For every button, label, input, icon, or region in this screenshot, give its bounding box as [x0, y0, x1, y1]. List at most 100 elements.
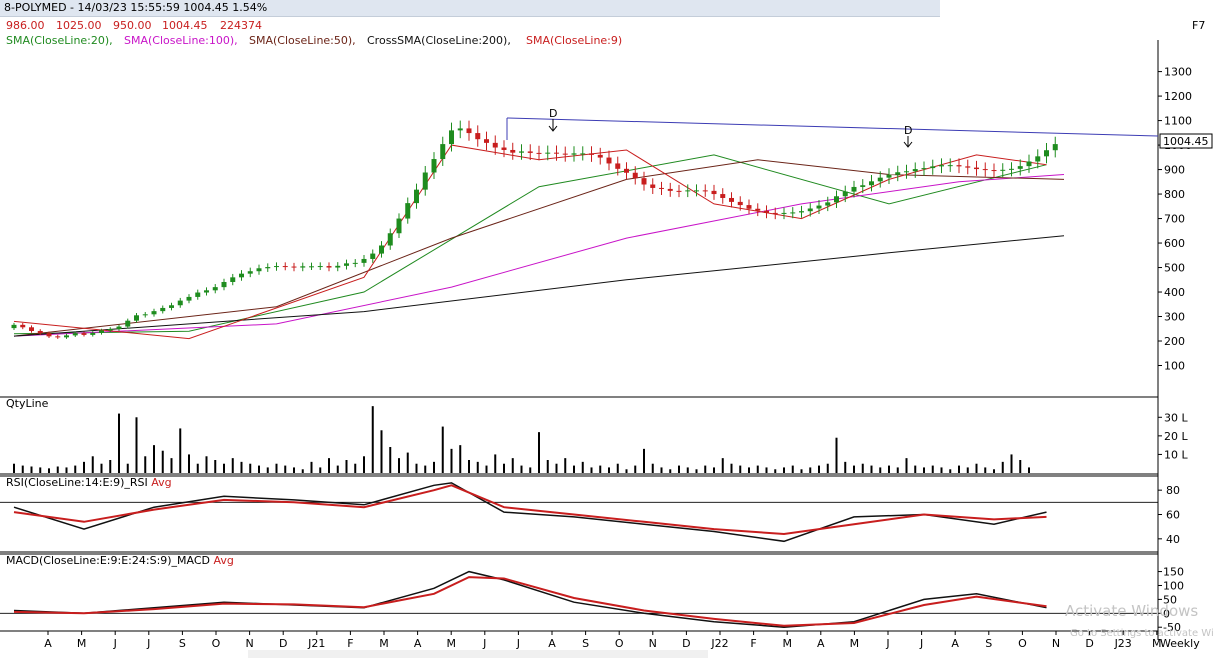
price-tick-label: 1100: [1164, 115, 1192, 128]
candle-body: [877, 177, 883, 182]
qty-bar: [625, 469, 628, 473]
ma-line-4: [13, 235, 1065, 337]
x-tick-label: S: [985, 637, 992, 650]
price-tick-label: 1300: [1164, 66, 1192, 79]
qty-bar: [1010, 454, 1013, 473]
qty-bar: [179, 428, 182, 473]
candle-body: [659, 187, 664, 189]
qty-bar: [713, 467, 715, 473]
legend-sma100: SMA(CloseLine:100),: [124, 34, 238, 47]
candle-body: [965, 166, 971, 168]
macd-tick-label: 100: [1163, 579, 1184, 592]
ohlc-close: 1004.45: [162, 19, 208, 32]
qty-bar: [818, 465, 820, 473]
qty-bar: [608, 467, 610, 473]
candle-body: [869, 181, 874, 186]
candle-body: [317, 266, 323, 268]
x-tick-label: F: [347, 637, 353, 650]
qty-bar: [494, 454, 497, 473]
ohlc-open: 986.00: [6, 19, 45, 32]
candle-body: [737, 201, 743, 206]
qty-bar: [65, 467, 68, 473]
qty-bar: [756, 465, 759, 473]
qty-bar: [153, 445, 155, 473]
x-tick-label: A: [951, 637, 959, 650]
qty-bar: [363, 456, 365, 473]
candle-body: [807, 208, 813, 212]
candle-body: [606, 157, 612, 164]
candle-body: [11, 324, 17, 329]
qty-bar: [993, 469, 995, 473]
candle-body: [799, 211, 804, 213]
qty-bar: [485, 465, 488, 473]
candle-body: [449, 130, 454, 145]
candle-body: [396, 218, 402, 234]
price-tick-label: 1200: [1164, 90, 1192, 103]
qty-bar: [730, 463, 733, 473]
qty-bar: [389, 447, 392, 473]
candle-body: [545, 152, 551, 154]
signal-annotations: D D: [548, 107, 912, 148]
candle-body: [99, 330, 104, 333]
candle-body: [466, 128, 472, 134]
x-axis-labels: A M J J S O N D J21 F M A M J J A S O N D J22 F M A M J J A S O N D J23 M: [44, 631, 1162, 650]
x-tick-label: A: [44, 637, 52, 650]
ohlc-low: 950.00: [113, 19, 152, 32]
x-tick-label: J21: [307, 637, 325, 650]
bottom-toolbar[interactable]: [248, 650, 708, 658]
candle-body: [352, 262, 358, 264]
price-tick-label: 300: [1164, 311, 1185, 324]
qty-bar: [739, 465, 742, 473]
candle-body: [1000, 169, 1006, 171]
qty-bar: [721, 458, 724, 473]
qty-bar: [914, 465, 917, 473]
qty-bar: [520, 465, 523, 473]
windows-watermark: Activate Windows: [1065, 602, 1199, 620]
candle-body: [81, 333, 87, 335]
candle-body: [624, 168, 629, 173]
ma-line-1: [13, 154, 1047, 335]
rsi-panel-label: RSI(CloseLine:14:E:9)_RSI Avg: [6, 476, 172, 489]
candle-body: [160, 307, 166, 312]
candle-body: [580, 153, 586, 155]
qty-bar: [39, 467, 42, 473]
candle-body: [1026, 161, 1032, 167]
candle-body: [947, 165, 953, 167]
candle-body: [597, 154, 603, 158]
qty-bar: [861, 463, 864, 473]
candle-body: [825, 202, 831, 206]
qty-bar: [923, 467, 925, 473]
candle-body: [440, 144, 446, 160]
candle-body: [457, 128, 463, 131]
qty-bar: [13, 463, 15, 473]
trendline: [506, 117, 1159, 140]
candle-body: [527, 151, 533, 153]
qty-bar: [984, 467, 987, 473]
qty-bar: [905, 458, 908, 473]
candle-body: [895, 172, 901, 175]
qty-bar: [345, 460, 348, 473]
qty-bar: [275, 463, 278, 473]
qty-bar: [1019, 460, 1022, 473]
x-axis-mode: Weekly: [1160, 637, 1200, 650]
candle-body: [589, 153, 594, 155]
annotation-d-1: D: [549, 107, 557, 120]
candle-body: [230, 277, 236, 282]
qty-bar: [765, 467, 768, 473]
candle-body: [711, 190, 717, 195]
candle-body: [300, 266, 306, 268]
qty-bar: [223, 463, 225, 473]
qty-bar: [590, 467, 593, 473]
rsi-tick-label: 40: [1166, 533, 1180, 546]
x-tick-label: D: [682, 637, 690, 650]
qty-bar: [336, 465, 339, 473]
price-tick-label: 900: [1164, 164, 1185, 177]
candle-body: [746, 205, 752, 209]
macd-line: [13, 570, 1047, 628]
qty-bar: [284, 465, 287, 473]
corner-label: F7: [1192, 19, 1205, 32]
candle-body: [519, 151, 524, 153]
qty-bar: [459, 445, 462, 473]
x-tick-label: J: [919, 637, 923, 650]
